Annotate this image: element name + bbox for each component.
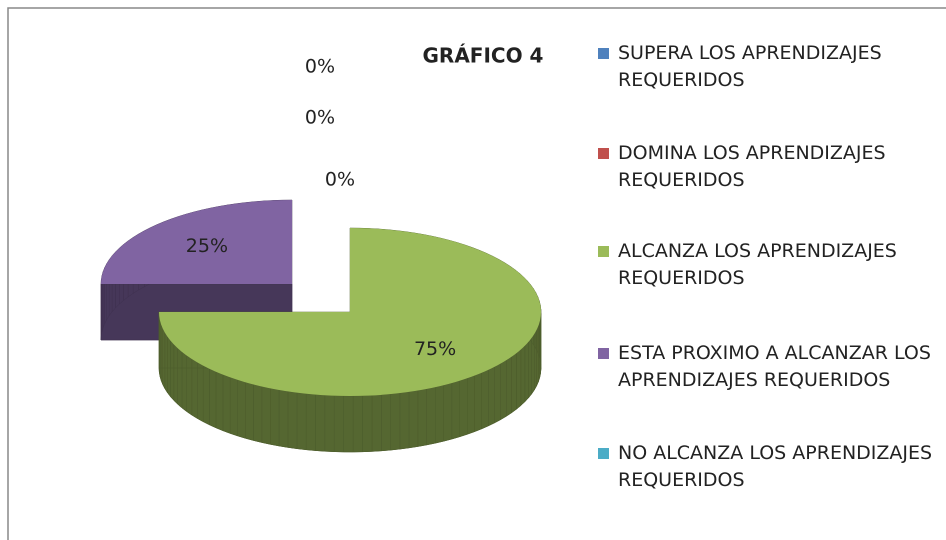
legend-item: ESTA PROXIMO A ALCANZAR LOS APRENDIZAJES…: [598, 340, 946, 394]
legend-label: DOMINA LOS APRENDIZAJES REQUERIDOS: [618, 142, 886, 191]
legend-label: ALCANZA LOS APRENDIZAJES REQUERIDOS: [618, 240, 897, 289]
legend-label: SUPERA LOS APRENDIZAJES REQUERIDOS: [618, 42, 882, 91]
data-label: 0%: [305, 107, 335, 129]
legend-item: NO ALCANZA LOS APRENDIZAJES REQUERIDOS: [598, 440, 946, 494]
slice: [159, 228, 541, 396]
legend-item: DOMINA LOS APRENDIZAJES REQUERIDOS: [598, 140, 946, 194]
legend-swatch: [598, 48, 609, 59]
slice: [101, 200, 292, 284]
chart-frame: [7, 7, 946, 540]
data-label: 0%: [305, 56, 335, 78]
legend-swatch: [598, 148, 609, 159]
chart-title: GRÁFICO 4: [423, 44, 544, 68]
legend-swatch: [598, 348, 609, 359]
legend-label: ESTA PROXIMO A ALCANZAR LOS APRENDIZAJES…: [618, 342, 931, 391]
data-label: 25%: [186, 235, 228, 257]
data-label: 0%: [325, 169, 355, 191]
legend-swatch: [598, 448, 609, 459]
legend-swatch: [598, 246, 609, 257]
legend-label: NO ALCANZA LOS APRENDIZAJES REQUERIDOS: [618, 442, 933, 491]
legend-item: ALCANZA LOS APRENDIZAJES REQUERIDOS: [598, 238, 946, 292]
legend-item: SUPERA LOS APRENDIZAJES REQUERIDOS: [598, 40, 946, 94]
data-label: 75%: [414, 338, 456, 360]
